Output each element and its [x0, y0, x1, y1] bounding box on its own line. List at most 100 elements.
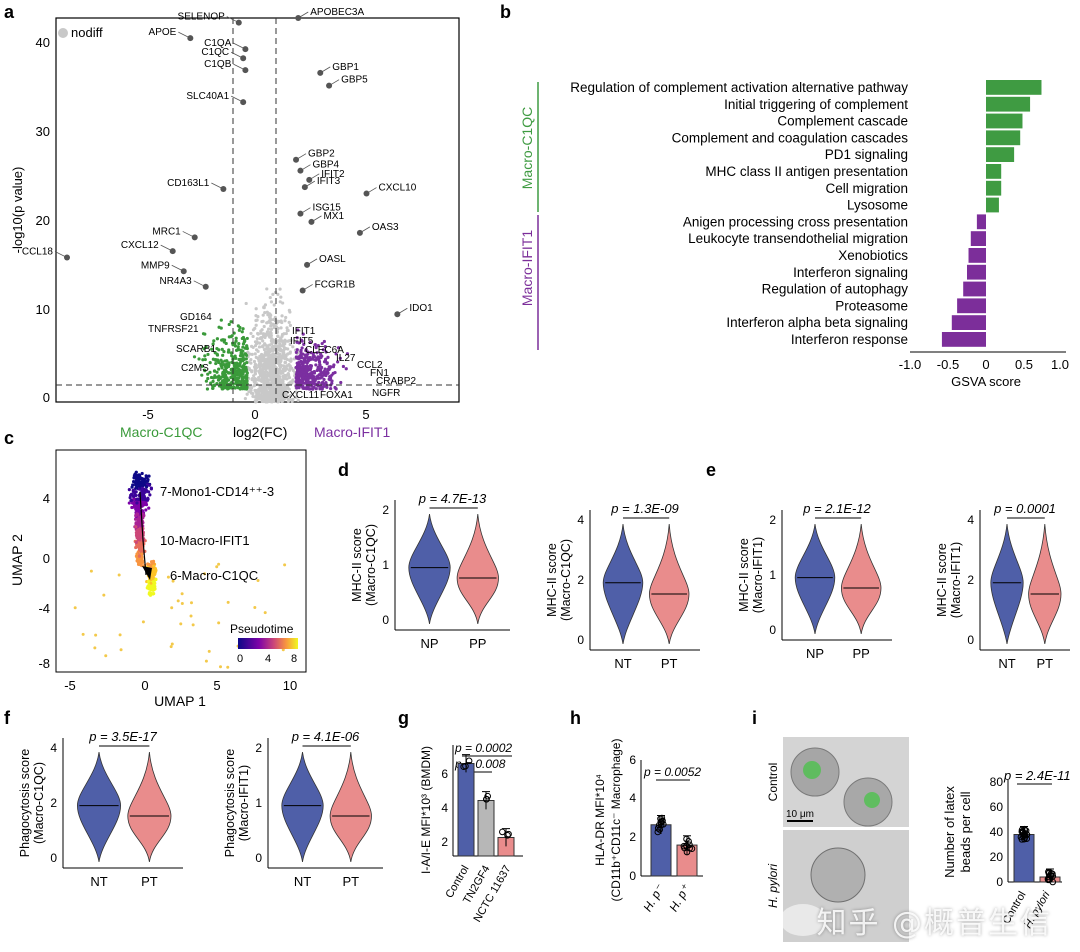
point-up-ifit1: [316, 343, 320, 348]
point-nodiff: [255, 337, 259, 341]
violin-chart-e1: 0 1 2 MHC-II score (Macro-IFIT1) p = 2.1E-12 N…: [737, 501, 892, 661]
point-up-c1qc: [212, 339, 216, 343]
point-nodiff: [254, 307, 258, 311]
point-nodiff: [271, 338, 276, 342]
label-leader: [304, 180, 316, 188]
point-up-c1qc: [234, 361, 238, 365]
point-up-c1qc: [220, 347, 224, 351]
violin-ylabel: (Macro-C1QC): [364, 524, 378, 606]
h-p: p = 0.0052: [643, 765, 701, 779]
umap-cell: [203, 572, 207, 576]
gsva-chart: Macro-C1QC Macro-IFIT1 Regulation of com…: [519, 80, 1069, 389]
gene-label: NR4A3: [159, 276, 192, 287]
gene-label: OAS3: [372, 222, 399, 233]
i-label-control: Control: [766, 763, 780, 802]
point-up-c1qc: [232, 368, 237, 372]
umap-xlabel: UMAP 1: [154, 693, 206, 709]
data-dot: [655, 821, 663, 829]
violin-shape: [329, 751, 372, 863]
umap-cell: [81, 632, 85, 636]
violin-pvalue: p = 4.1E-06: [291, 729, 360, 744]
point-up-ifit1: [304, 367, 308, 371]
y-tick: 20: [36, 213, 50, 228]
point-up-c1qc: [228, 371, 232, 375]
violin-pvalue: p = 0.0001: [993, 501, 1056, 516]
watermark: 知乎 @概普生信: [816, 906, 1052, 941]
umap-cell: [281, 648, 285, 652]
point-nodiff: [280, 332, 285, 337]
point-nodiff: [269, 300, 274, 304]
gene-label: C2MS: [181, 363, 209, 374]
point-nodiff: [265, 310, 269, 314]
point-up-c1qc: [244, 376, 248, 380]
point-nodiff: [253, 326, 257, 331]
umap-cell: [141, 512, 145, 516]
umap-cell: [117, 573, 121, 577]
point-up-c1qc: [239, 358, 243, 363]
point-nodiff: [294, 395, 298, 399]
point-nodiff: [272, 357, 276, 361]
umap-cell: [89, 569, 93, 573]
h-categories: H. p⁻ H. p⁺: [640, 881, 693, 914]
g-categories: Control TN2GF4 NCTC 11637: [443, 864, 513, 925]
point-up-ifit1: [314, 387, 318, 391]
label-leader: [320, 66, 331, 74]
gene-label: CCL2: [357, 360, 383, 371]
point-up-c1qc: [217, 325, 221, 329]
gsva-bar: [986, 113, 1023, 129]
pseudotime-colorbar: [238, 638, 298, 649]
point-nodiff: [296, 398, 300, 402]
gsva-bar: [986, 147, 1015, 162]
gene-label: SCARB1: [176, 344, 216, 355]
violin-group-label: NP: [806, 646, 824, 661]
point-nodiff: [256, 315, 260, 319]
point-nodiff: [266, 351, 270, 356]
point-up-ifit1: [301, 381, 305, 385]
umap-cell: [150, 572, 154, 576]
point-up-ifit1: [324, 350, 328, 354]
point-nodiff: [282, 364, 286, 368]
point-nodiff: [284, 346, 288, 351]
violin-y-tick: 1: [769, 568, 776, 582]
gsva-group-top: Macro-C1QC: [519, 107, 535, 189]
point-up-c1qc: [242, 362, 247, 366]
gsva-bar: [986, 180, 1002, 196]
x-tick: -5: [64, 678, 76, 693]
xlabel-mid: log2(FC): [233, 424, 287, 440]
point-nodiff: [260, 377, 264, 381]
umap-cell: [142, 495, 147, 499]
y-tick: 4: [629, 791, 636, 805]
umap-cell: [180, 601, 184, 605]
umap-cell: [147, 490, 151, 494]
violin-group-label: PT: [342, 874, 359, 889]
label-leader: [302, 284, 313, 291]
i-y-ticks: 0 20 40 60 80: [990, 775, 1004, 889]
point-nodiff: [271, 360, 275, 364]
point-up-c1qc: [215, 346, 219, 351]
point-up-ifit1: [301, 375, 305, 380]
point-nodiff: [272, 362, 276, 367]
umap-cell: [217, 562, 221, 566]
gene-label: SELENOP: [178, 12, 226, 23]
point-up-ifit1: [302, 360, 306, 364]
gene-label: FN1: [370, 368, 389, 379]
point-up-ifit1: [297, 375, 301, 379]
point-nodiff: [256, 331, 260, 336]
y-tick: 60: [990, 800, 1004, 814]
umap-cell: [148, 493, 152, 497]
point-nodiff: [285, 326, 289, 330]
point-nodiff: [261, 339, 265, 343]
umap-cell: [93, 646, 97, 650]
violin-shape: [602, 523, 644, 645]
point-nodiff: [269, 375, 273, 379]
point-nodiff: [279, 396, 283, 401]
point-nodiff: [281, 301, 285, 305]
umap-cell: [138, 558, 143, 562]
point-nodiff: [250, 352, 254, 357]
gene-label: CXCL12: [121, 240, 159, 251]
point-nodiff: [283, 386, 287, 391]
umap-cell: [166, 575, 170, 579]
y-tick: 0: [996, 875, 1003, 889]
gene-label: C1QC: [201, 47, 229, 58]
point-up-ifit1: [302, 386, 307, 390]
